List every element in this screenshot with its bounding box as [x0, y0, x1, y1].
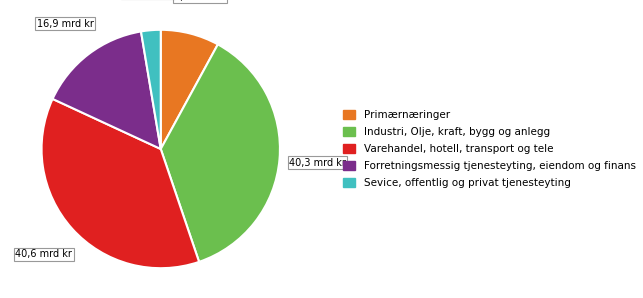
Text: 16,9 mrd kr: 16,9 mrd kr [37, 19, 94, 29]
Wedge shape [53, 32, 161, 149]
Wedge shape [161, 30, 218, 149]
Text: 40,6 mrd kr: 40,6 mrd kr [15, 249, 72, 259]
Wedge shape [42, 99, 199, 268]
Legend: Primærnæringer, Industri, Olje, kraft, bygg og anlegg, Varehandel, hotell, trans: Primærnæringer, Industri, Olje, kraft, b… [343, 110, 636, 188]
Text: 40,3 mrd kr: 40,3 mrd kr [289, 158, 346, 167]
Wedge shape [141, 30, 161, 149]
Text: 8,7 mrd kr: 8,7 mrd kr [174, 0, 225, 1]
Wedge shape [161, 44, 280, 262]
